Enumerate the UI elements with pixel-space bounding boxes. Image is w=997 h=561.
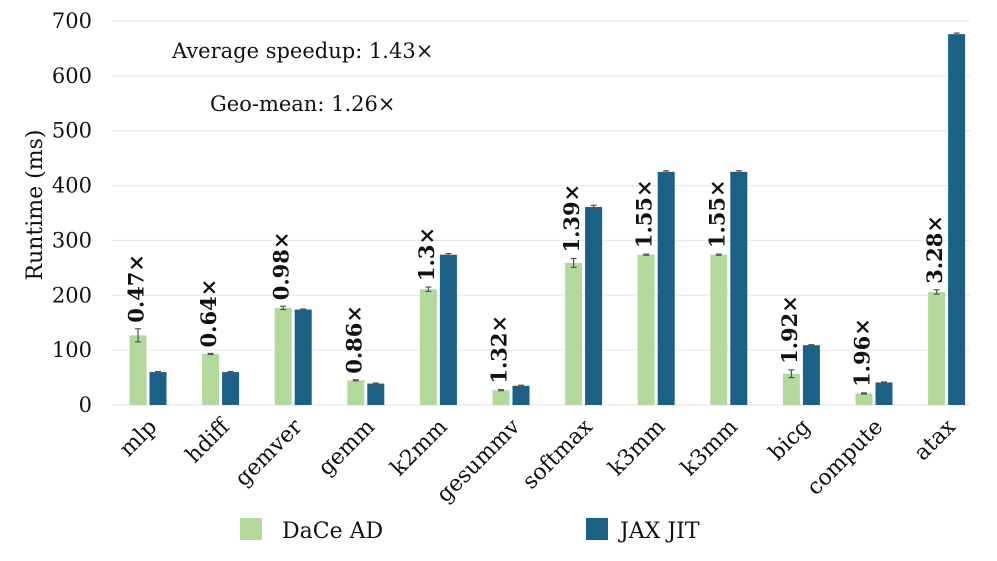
x-category-k2mm-4: k2mm [386,414,453,481]
legend-swatch-jax-jit [586,518,608,540]
error-bar-jax-jit-atax-11 [953,32,960,36]
y-tick-label-500: 500 [52,119,92,143]
bar-dace-ad-gemm-3 [347,380,365,405]
bar-jax-jit-bicg-9 [802,345,820,405]
speedup-label-k2mm-4: 1.3× [414,227,439,281]
x-category-k3mm-8: k3mm [677,414,744,481]
bar-jax-jit-k3mm-8 [730,171,748,405]
y-tick-label-0: 0 [79,393,92,417]
error-bar-jax-jit-softmax-6 [590,204,597,210]
bar-dace-ad-compute-10 [855,393,873,405]
x-category-compute-10: compute [802,415,888,501]
bar-jax-jit-k2mm-4 [439,254,457,405]
bar-jax-jit-softmax-6 [585,206,603,405]
geo-mean-annotation: Geo-mean: 1.26× [210,92,395,116]
error-bar-dace-ad-atax-11 [933,289,940,295]
speedup-label-gemm-3: 0.86× [341,305,366,374]
bar-jax-jit-compute-10 [875,382,893,405]
legend-label-jax-jit: JAX JIT [618,519,700,544]
x-category-atax-11: atax [910,414,962,466]
bar-dace-ad-gemver-2 [274,307,292,405]
bar-dace-ad-gesummv-5 [492,390,510,405]
error-bar-dace-ad-k3mm-8 [715,253,722,256]
x-category-gemm-3: gemm [314,414,380,480]
error-bar-dace-ad-k3mm-7 [643,253,650,256]
speedup-label-atax-11: 3.28× [922,215,947,284]
y-tick-label-600: 600 [52,64,92,88]
error-bar-jax-jit-gemm-3 [372,382,379,385]
bar-jax-jit-gemm-3 [367,383,385,405]
bar-dace-ad-bicg-9 [782,373,800,405]
error-bar-jax-jit-k3mm-8 [735,170,742,174]
x-category-k3mm-7: k3mm [604,414,671,481]
y-tick-label-100: 100 [52,338,92,362]
y-tick-label-300: 300 [52,228,92,252]
legend-label-dace-ad: DaCe AD [282,519,383,544]
error-bar-dace-ad-gemver-2 [280,305,287,311]
legend-swatch-dace-ad [240,518,262,540]
error-bar-dace-ad-mlp-0 [135,328,141,343]
bar-jax-jit-gesummv-5 [512,385,530,405]
grid-lines [112,20,970,406]
y-tick-label-700: 700 [52,9,92,33]
error-bar-jax-jit-hdiff-1 [227,370,234,374]
bar-jax-jit-gemver-2 [294,309,312,405]
error-bar-jax-jit-k3mm-7 [663,170,670,174]
speedup-label-hdiff-1: 0.64× [196,279,221,348]
x-category-gemver-2: gemver [230,414,307,491]
bar-jax-jit-atax-11 [948,34,966,406]
bar-dace-ad-atax-11 [928,291,946,405]
average-speedup-annotation: Average speedup: 1.43× [171,39,433,63]
speedup-label-k3mm-7: 1.55× [632,179,657,248]
error-bar-jax-jit-mlp-0 [155,370,161,374]
error-bar-jax-jit-gesummv-5 [518,384,524,387]
error-bar-jax-jit-compute-10 [881,381,887,384]
error-bar-jax-jit-bicg-9 [808,344,815,347]
error-bar-dace-ad-k2mm-4 [425,286,432,293]
error-bar-jax-jit-k2mm-4 [445,252,452,257]
error-bar-dace-ad-hdiff-1 [207,352,214,356]
legend: DaCe AD JAX JIT [240,518,700,544]
speedup-label-bicg-9: 1.92× [777,295,802,364]
bars [129,32,966,406]
speedup-label-gemver-2: 0.98× [269,232,294,301]
error-bar-dace-ad-compute-10 [861,392,867,395]
speedup-label-k3mm-8: 1.55× [704,179,729,248]
y-axis-ticks: 0 100 200 300 400 500 600 700 [52,9,92,417]
x-category-softmax-6: softmax [518,414,598,494]
x-category-hdiff-1: hdiff [181,414,236,469]
error-bar-dace-ad-gesummv-5 [498,389,504,392]
error-bar-dace-ad-softmax-6 [570,257,577,268]
speedup-label-mlp-0: 0.47× [124,254,149,323]
speedup-labels: 0.47× 0.64× 0.98× 0.86× 1.3× 1.32× 1.39× 1.55× 1… [124,179,948,387]
bar-dace-ad-hdiff-1 [202,353,220,405]
bar-dace-ad-k2mm-4 [419,289,437,405]
speedup-label-softmax-6: 1.39× [559,184,584,253]
bar-jax-jit-k3mm-7 [657,171,675,405]
error-bar-dace-ad-bicg-9 [788,369,795,379]
bar-dace-ad-k3mm-7 [637,254,655,405]
y-tick-label-200: 200 [52,283,92,307]
bar-dace-ad-mlp-0 [129,335,147,405]
y-axis-label: Runtime (ms) [23,130,48,281]
x-category-mlp-0: mlp [115,415,162,462]
x-category-bicg-9: bicg [764,415,815,466]
bar-jax-jit-mlp-0 [149,372,167,405]
error-bar-dace-ad-gemm-3 [352,379,359,382]
y-tick-label-400: 400 [52,174,92,198]
error-bar-jax-jit-gemver-2 [300,308,307,311]
bar-dace-ad-softmax-6 [565,262,583,405]
bar-dace-ad-k3mm-8 [710,254,728,405]
speedup-label-compute-10: 1.96× [850,318,875,387]
bar-jax-jit-hdiff-1 [222,372,240,405]
speedup-label-gesummv-5: 1.32× [487,315,512,384]
